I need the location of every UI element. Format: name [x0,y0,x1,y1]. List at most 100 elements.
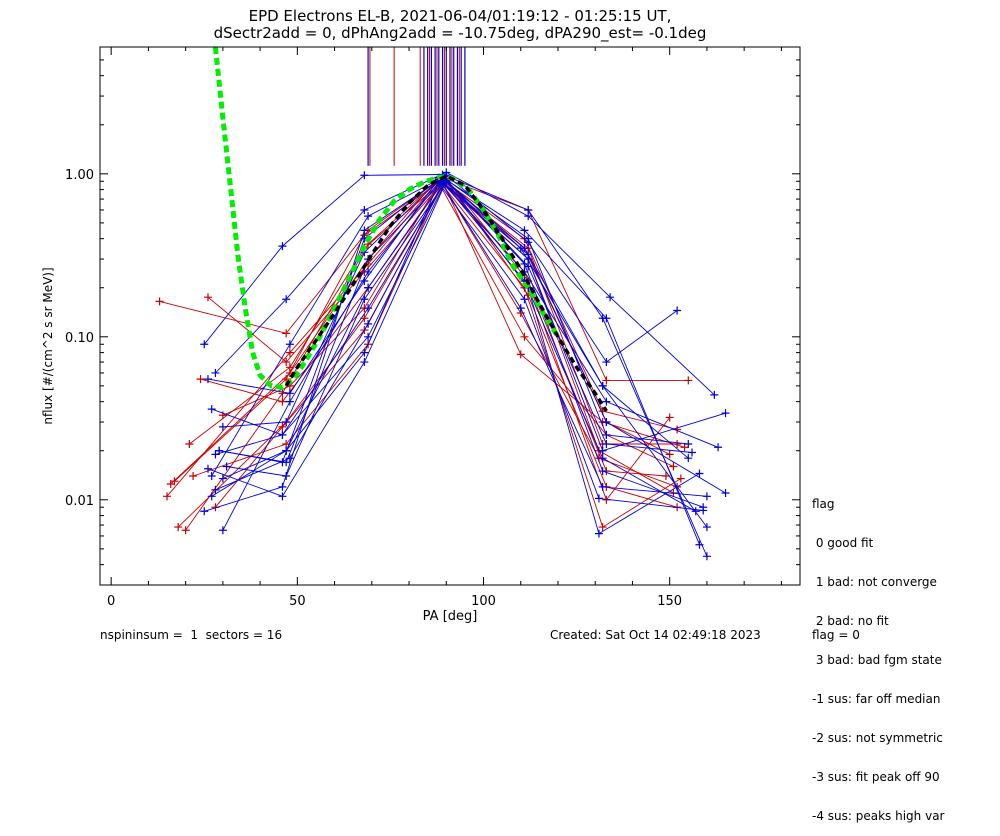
black-median-curve [284,174,608,413]
blue-series-point [598,446,607,455]
x-tick-label: 50 [289,594,306,609]
red-series-point [278,389,287,398]
blue-series-point [360,348,369,357]
blue-series-point [602,314,611,323]
blue-series-point [684,454,693,463]
blue-series-point [360,276,369,285]
blue-series-point [360,171,369,180]
red-series-point [218,411,227,420]
footer-created: Created: Sat Oct 14 02:49:18 2023 [550,628,761,642]
blue-series-line [222,176,689,445]
red-series-point [676,474,685,483]
blue-series-point [207,405,216,414]
fit-curves [212,46,608,413]
red-series-point [665,450,674,459]
red-series-point [520,332,529,341]
red-series-point [181,526,190,535]
red-series-point [602,376,611,385]
red-series-point [673,439,682,448]
vertical-markers [367,47,466,166]
blue-series-point [218,422,227,431]
blue-series-point [360,226,369,235]
blue-series-point [524,262,533,271]
blue-series-point [594,494,603,503]
red-series-line [185,179,670,531]
blue-series-line [211,176,689,477]
x-tick-label: 150 [657,594,682,609]
blue-series-point [364,319,373,328]
red-series-point [278,422,287,431]
red-series-point [185,439,194,448]
x-tick-label: 0 [107,594,115,609]
blue-series-point [673,306,682,315]
flag-legend-item: -1 sus: far off median [812,692,941,706]
blue-series-point [602,430,611,439]
blue-series-point [211,368,220,377]
blue-series-point [360,205,369,214]
blue-series-line [215,178,693,455]
blue-series-point [282,295,291,304]
red-series-point [189,471,198,480]
blue-series-point [710,390,719,399]
blue-series-point [218,474,227,483]
blue-series-point [691,507,700,516]
blue-series-point [721,409,730,418]
red-series-point [155,297,164,306]
axes: 0 50 100 150 0.01 0.10 1.00 [65,46,800,609]
blue-series-point [695,540,704,549]
flag-legend-item: -3 sus: fit peak off 90 [812,770,940,784]
red-series-point [684,376,693,385]
blue-series-point [207,492,216,501]
red-series-line [200,180,685,448]
blue-series-line [215,183,707,497]
y-tick-label: 1.00 [65,168,94,183]
y-tick-label: 0.10 [65,331,94,346]
red-series-point [598,523,607,532]
blue-series-point [602,439,611,448]
red-series-point [203,293,212,302]
blue-series-point [203,375,212,384]
blue-series-point [602,358,611,367]
chart-title-line2: dSectr2add = 0, dPhAng2add = -10.75deg, … [213,24,707,42]
flag-legend-item: -4 sus: peaks high var [812,809,945,823]
flag-legend-item: 2 bad: no fit [812,614,889,628]
blue-series-point [695,469,704,478]
blue-series-point [714,443,723,452]
blue-series-point [364,212,373,221]
blue-series-point [598,454,607,463]
blue-series-point [702,552,711,561]
blue-series-point [594,529,603,538]
flag-legend-item: 3 bad: bad fgm state [812,653,942,667]
red-series-point [163,492,172,501]
blue-series-point [598,381,607,390]
footer-flag: flag = 0 [812,628,860,642]
flag-legend: flag 0 good fit 1 bad: not converge 2 ba… [812,472,944,836]
red-series-point [285,348,294,357]
red-series-point [282,358,291,367]
blue-series-point [598,482,607,491]
blue-series-line [211,182,726,497]
blue-series-point [721,489,730,498]
blue-series-point [203,464,212,473]
footer-nspin: nspininsum = 1 sectors = 16 [100,628,283,642]
red-series-point [278,397,287,406]
blue-series-point [278,242,287,251]
blue-series-point [278,482,287,491]
red-series-point [282,329,291,338]
y-axis-label: nflux [#/(cm^2 s sr MeV)] [41,267,55,424]
blue-series-point [688,448,697,457]
blue-series-point [524,250,533,259]
red-series-line [166,179,682,528]
flag-legend-item: -2 sus: not symmetric [812,731,943,745]
red-series-line [170,176,678,485]
blue-series-line [203,174,708,557]
y-tick-label: 0.01 [65,494,94,509]
blue-series-point [699,506,708,515]
blue-series-point [200,340,209,349]
blue-series-point [364,304,373,313]
blue-series-point [285,389,294,398]
blue-series-point [278,430,287,439]
red-series-line [207,177,678,508]
red-series-point [669,462,678,471]
blue-series-point [211,485,220,494]
